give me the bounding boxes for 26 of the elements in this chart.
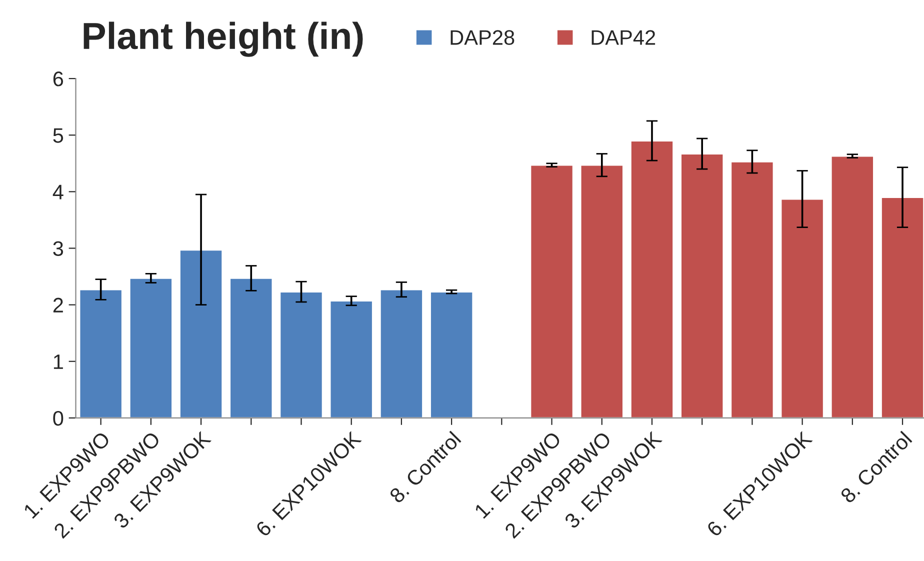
y-tick-label: 3 [53,241,64,256]
bar [580,164,624,418]
bar [179,249,224,418]
legend-label: DAP28 [450,30,514,45]
y-tick-label: 0 [53,410,64,426]
legend-label: DAP42 [592,30,656,45]
bar [880,196,924,418]
bar [530,164,574,418]
bar [229,278,274,418]
bar [730,161,774,418]
bar [680,153,724,418]
bar [329,300,374,418]
bar [830,155,874,418]
y-tick-label: 5 [53,128,64,143]
y-tick-label: 6 [53,72,64,86]
bar [630,140,674,418]
y-tick-label: 1 [54,354,63,369]
y-tick-label: 2 [53,298,63,312]
bar [78,288,123,418]
chart-title: Plant height (in) [84,22,363,57]
bar [128,278,173,418]
y-tick-label: 4 [52,184,64,200]
bar [430,291,474,418]
bar [379,288,424,418]
bar [279,291,324,418]
bar [780,198,824,418]
